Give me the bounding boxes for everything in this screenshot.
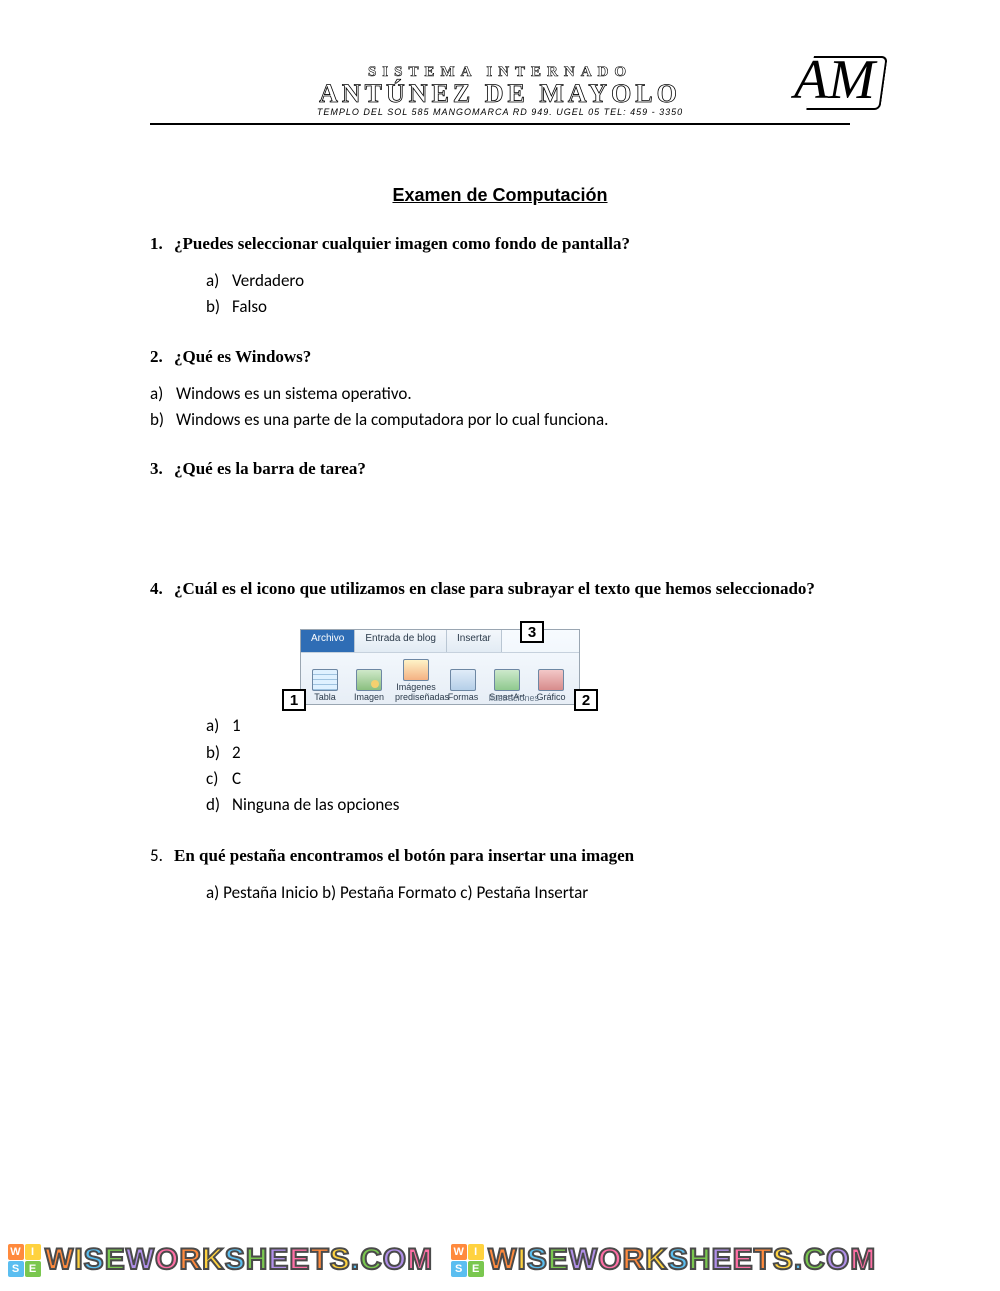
ribbon-item-imagen: Imagen	[351, 669, 387, 702]
ribbon-item-clipart: Imágenes prediseñadas	[395, 659, 437, 702]
ribbon-item-tabla: Tabla	[307, 669, 343, 702]
school-header: SISTEMA INTERNADO ANTÚNEZ DE MAYOLO TEMP…	[150, 60, 850, 125]
wise-badge-icon: WI SE	[8, 1244, 41, 1277]
q4-option-b[interactable]: b)2	[206, 740, 850, 766]
ribbon-tab-entrada: Entrada de blog	[355, 630, 447, 652]
q2-option-b[interactable]: b)Windows es una parte de la computadora…	[150, 407, 850, 433]
exam-title: Examen de Computación	[150, 185, 850, 206]
q3-answer-space[interactable]	[150, 493, 850, 553]
q2-option-a[interactable]: a)Windows es un sistema operativo.	[150, 381, 850, 407]
q1-option-b[interactable]: b)Falso	[206, 294, 850, 320]
question-1: 1.¿Puedes seleccionar cualquier imagen c…	[150, 234, 850, 254]
question-4: 4.¿Cuál es el icono que utilizamos en cl…	[150, 579, 850, 599]
watermark-chunk-1: WI SE WISEWORKSHEETS.COM	[8, 1243, 433, 1277]
q4-option-c[interactable]: c)C	[206, 766, 850, 792]
q5-option-b[interactable]: b) Pestaña Formato	[322, 882, 456, 903]
watermark: WI SE WISEWORKSHEETS.COM WI SE WISEWORKS…	[0, 1243, 1000, 1277]
question-3: 3.¿Qué es la barra de tarea?	[150, 459, 850, 479]
question-2-options: a)Windows es un sistema operativo. b)Win…	[150, 381, 850, 434]
school-monogram: AM	[800, 54, 890, 124]
header-line-3: TEMPLO DEL SOL 585 MANGOMARCA RD 949. UG…	[150, 107, 850, 117]
question-5: 5.En qué pestaña encontramos el botón pa…	[150, 845, 850, 866]
callout-1: 1	[282, 689, 306, 711]
question-4-options: a)1 b)2 c)C d)Ninguna de las opciones	[206, 713, 850, 818]
watermark-chunk-2: WI SE WISEWORKSHEETS.COM	[451, 1243, 876, 1277]
wise-badge-icon: WI SE	[451, 1244, 484, 1277]
q1-option-a[interactable]: a)Verdadero	[206, 268, 850, 294]
question-2: 2.¿Qué es Windows?	[150, 347, 850, 367]
callout-3: 3	[520, 621, 544, 643]
q5-option-a[interactable]: a) Pestaña Inicio	[206, 882, 318, 903]
callout-2: 2	[574, 689, 598, 711]
q5-option-c[interactable]: c) Pestaña Insertar	[460, 882, 588, 903]
q4-option-d[interactable]: d)Ninguna de las opciones	[206, 792, 850, 818]
ribbon-item-formas: Formas	[445, 669, 481, 702]
ribbon-figure: Archivo Entrada de blog Insertar Tabla I…	[300, 629, 580, 705]
question-5-options: a) Pestaña Inicio b) Pestaña Formato c) …	[206, 880, 850, 906]
ribbon-tab-archivo: Archivo	[301, 630, 355, 652]
ribbon-tab-insertar: Insertar	[447, 630, 502, 652]
q4-option-a[interactable]: a)1	[206, 713, 850, 739]
exam-page: SISTEMA INTERNADO ANTÚNEZ DE MAYOLO TEMP…	[0, 0, 1000, 906]
question-1-options: a)Verdadero b)Falso	[206, 268, 850, 321]
ribbon-group-name: Ilustraciones	[488, 693, 539, 703]
header-line-2: ANTÚNEZ DE MAYOLO	[150, 81, 850, 107]
